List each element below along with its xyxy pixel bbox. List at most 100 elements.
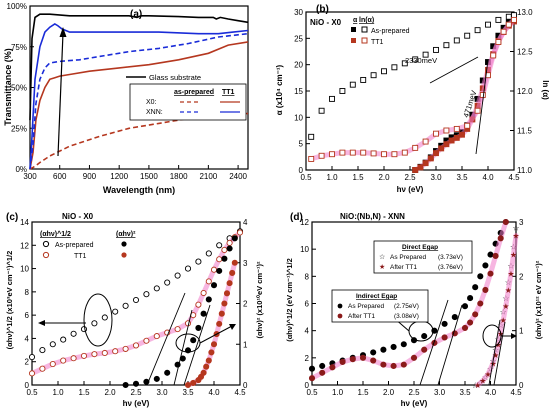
panel-a-letter: (a)	[130, 9, 142, 20]
panel-c-arrowhead-right	[229, 324, 236, 330]
data-point	[401, 60, 408, 67]
y2-tick-label: 1	[519, 327, 524, 336]
data-point	[164, 279, 171, 286]
x-tick-label: 1.0	[332, 388, 344, 397]
data-point	[370, 150, 377, 157]
data-point	[380, 346, 387, 353]
panel-d-y-axis-label: (αhν)^1/2 (eV cm⁻¹)^1/2	[285, 258, 294, 342]
x-tick-label: 1.0	[326, 173, 338, 182]
panel-d-legend-indirect: Indirect Egap As Prepared (2.75eV) After…	[331, 289, 429, 323]
series-line-xnn-as-prepared	[29, 32, 249, 170]
data-point	[80, 352, 88, 359]
x-tick-label: 3.0	[434, 388, 446, 397]
panel-d-y2-axis-label: (αhν)² (x10¹² eV cm⁻¹)²	[534, 260, 543, 339]
data-point	[132, 296, 140, 304]
data-point	[39, 365, 46, 372]
x-tick-label: 600	[53, 172, 67, 181]
y2-tick-label: 12.0	[517, 87, 533, 96]
panel-d-legend-direct: Direct Egap ☆ As Prepared (3.73eV) ★ Aft…	[373, 240, 473, 274]
data-point	[132, 342, 140, 349]
x-tick-label: 0.5	[26, 388, 38, 397]
y-tick-label: 0	[25, 381, 30, 390]
x-tick-label: 2.0	[104, 388, 116, 397]
data-point	[122, 345, 129, 352]
data-point	[427, 155, 434, 162]
data-point	[511, 16, 517, 23]
panel-a-legend: Glass substrate as-prepared TT1 X0: XNN:	[126, 73, 247, 121]
data-point	[400, 341, 407, 348]
y-tick-label: 6	[305, 300, 310, 309]
series-line-x0-as-prepared	[29, 112, 248, 170]
legend-b-row-tt1: TT1	[371, 39, 384, 46]
panel-c-ellipse-left	[83, 293, 113, 347]
data-point	[112, 308, 119, 315]
data-point	[132, 380, 140, 387]
y-tick-label: 30	[294, 8, 303, 17]
data-point	[422, 160, 429, 167]
data-point	[433, 130, 439, 137]
data-point	[479, 91, 486, 98]
data-point	[505, 13, 512, 20]
data-point	[101, 349, 108, 357]
x-tick-label: 4.5	[508, 173, 520, 182]
legend-d-direct-row1-value: (3.73eV)	[438, 254, 463, 261]
data-point: ★	[507, 270, 514, 279]
data-point	[401, 149, 408, 156]
data-point	[359, 354, 367, 361]
data-point	[412, 167, 419, 173]
data-point	[91, 351, 98, 358]
data-point	[495, 16, 502, 23]
x-tick-label: 4.0	[482, 173, 494, 182]
data-point	[184, 265, 192, 272]
y2-tick-label: 1	[243, 340, 248, 349]
y2-tick-label: 2	[519, 272, 524, 281]
series-line-xnn-tt1	[29, 22, 249, 170]
data-point	[112, 348, 119, 355]
y-tick-label: 0%	[15, 165, 27, 174]
data-point	[229, 269, 236, 276]
data-point	[474, 27, 481, 34]
data-point	[143, 337, 150, 344]
data-point	[319, 362, 326, 370]
y-tick-label: 5	[299, 140, 304, 149]
legend-d-indirect-box	[331, 289, 429, 323]
panel-a-arrowhead	[59, 27, 67, 37]
data-point	[28, 370, 36, 377]
data-point	[453, 37, 460, 44]
data-point	[226, 245, 233, 252]
data-point	[80, 326, 88, 333]
data-point	[236, 229, 244, 236]
x-tick-label: 4.5	[510, 388, 522, 397]
data-point: ★	[505, 286, 512, 295]
data-point	[221, 255, 228, 262]
y-tick-label: 20	[294, 61, 303, 70]
data-point	[318, 107, 325, 114]
x-tick-label: 4.0	[485, 388, 497, 397]
x-tick-label: 3.0	[156, 388, 168, 397]
data-point: ★	[492, 351, 499, 360]
data-point: ★	[512, 232, 519, 241]
data-point	[438, 145, 445, 152]
data-point	[216, 267, 223, 274]
data-point	[349, 149, 356, 156]
data-point	[482, 286, 489, 293]
panel-d-tangent-1	[419, 299, 449, 386]
data-point	[485, 72, 491, 79]
data-point	[190, 337, 197, 344]
data-point	[422, 138, 429, 145]
legend-c-col-sqrt: (αhν)^1/2	[40, 230, 71, 238]
legend-d-indirect-marker-2	[337, 313, 343, 319]
panel-b-letter: (b)	[316, 4, 329, 15]
panel-c-y2-axis-label: (αhν)² (x10¹⁰eV cm⁻¹)²	[255, 261, 264, 339]
legend-d-direct-row2-value: (3.76eV)	[438, 264, 463, 271]
data-point	[39, 347, 46, 354]
panel-d-tangent-2	[437, 304, 463, 386]
data-point	[208, 349, 215, 356]
panel-c-arrowhead-left	[38, 320, 45, 326]
data-point	[308, 133, 315, 140]
legend-glass-label: Glass substrate	[149, 73, 201, 82]
y2-tick-label: 12.5	[517, 48, 533, 57]
data-point	[70, 355, 77, 362]
data-point	[210, 266, 218, 273]
